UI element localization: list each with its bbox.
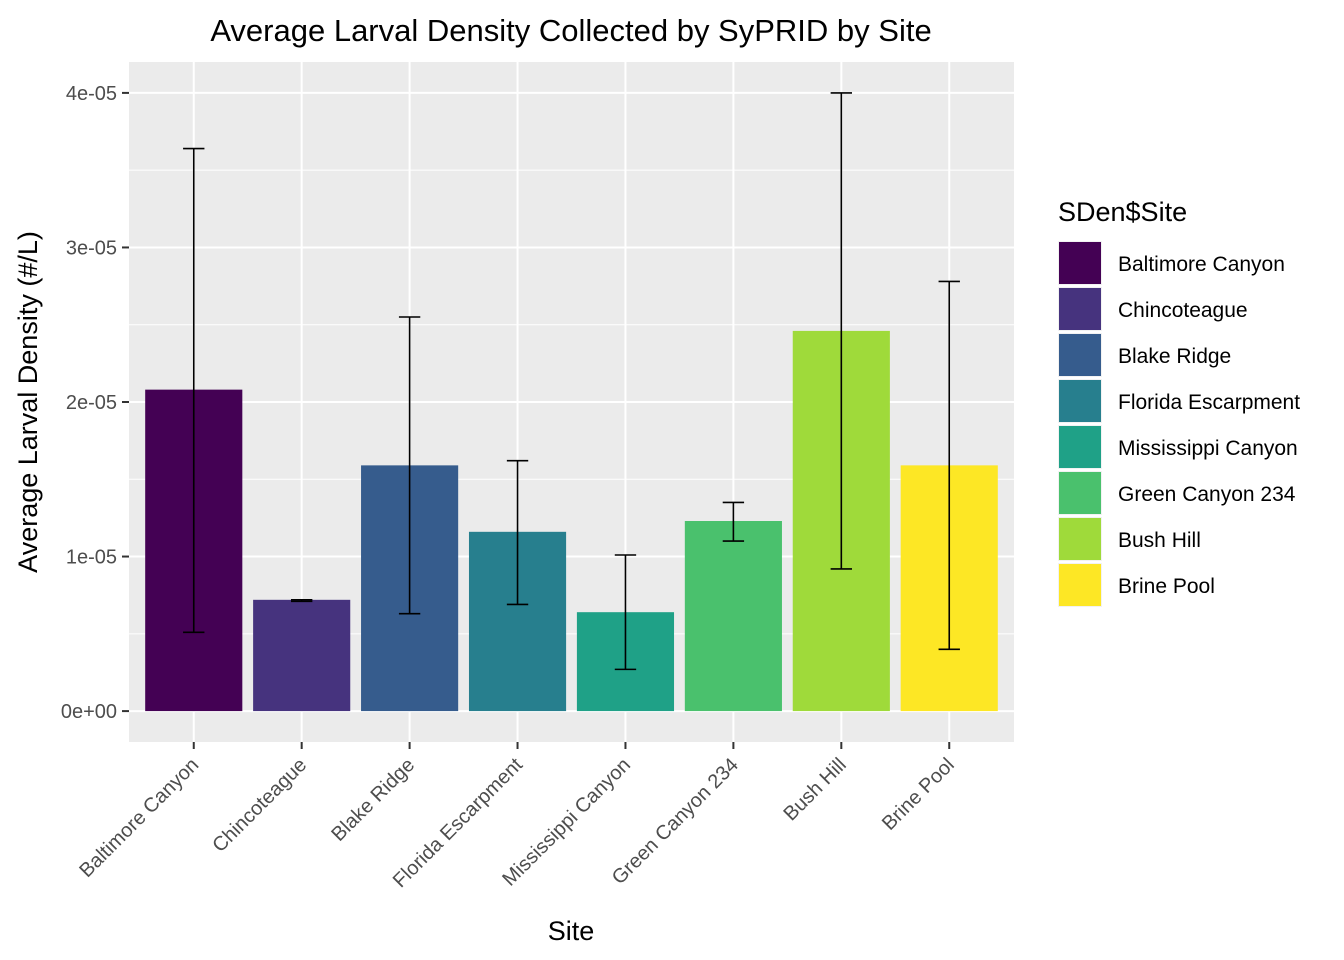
legend: SDen$Site Baltimore Canyon Chincoteague Bl… xyxy=(1058,197,1300,607)
error-bars xyxy=(183,92,960,671)
legend-key-swatch xyxy=(1059,288,1101,330)
legend-item-5: Mississippi Canyon xyxy=(1058,425,1298,469)
legend-key-swatch xyxy=(1059,564,1101,606)
legend-label: Baltimore Canyon xyxy=(1118,253,1285,276)
y-axis: 0e+00 1e-05 2e-05 3e-05 4e-05 xyxy=(61,83,129,723)
x-tick-label: Chincoteague xyxy=(208,754,311,857)
legend-label: Blake Ridge xyxy=(1118,345,1231,368)
bars xyxy=(145,330,998,712)
y-axis-title: Average Larval Density (#/L) xyxy=(13,231,43,573)
legend-item-1: Baltimore Canyon xyxy=(1058,241,1285,285)
legend-label: Bush Hill xyxy=(1118,529,1201,552)
error-bar-8 xyxy=(938,280,960,651)
legend-title: SDen$Site xyxy=(1058,197,1187,227)
legend-item-3: Blake Ridge xyxy=(1058,333,1231,377)
legend-item-2: Chincoteague xyxy=(1058,287,1248,331)
error-bar-1 xyxy=(183,147,205,634)
y-tick-label: 3e-05 xyxy=(66,237,117,259)
x-tick-label: Bush Hill xyxy=(779,754,850,825)
error-bar-5 xyxy=(614,554,637,671)
x-axis: Baltimore Canyon Chincoteague Blake RidgeF… xyxy=(75,742,959,892)
error-bar-6 xyxy=(722,501,745,542)
legend-key-swatch xyxy=(1059,518,1101,560)
legend-key-swatch xyxy=(1059,380,1101,422)
legend-label: Green Canyon 234 xyxy=(1118,483,1296,506)
legend-key-swatch xyxy=(1059,426,1101,468)
legend-label: Florida Escarpment xyxy=(1118,391,1300,414)
x-tick-label: Brine Pool xyxy=(878,754,959,835)
legend-item-6: Green Canyon 234 xyxy=(1058,471,1296,515)
bar-2 xyxy=(253,599,351,712)
x-tick-label: Blake Ridge xyxy=(327,754,419,846)
y-tick-label: 2e-05 xyxy=(66,392,117,414)
bar-6 xyxy=(684,521,782,712)
legend-key-swatch xyxy=(1059,242,1101,284)
legend-key-swatch xyxy=(1059,472,1101,514)
x-tick-label: Baltimore Canyon xyxy=(75,754,203,882)
error-bar-2 xyxy=(290,599,313,603)
error-bar-7 xyxy=(830,92,853,570)
y-tick-label: 4e-05 xyxy=(66,83,117,105)
legend-label: Chincoteague xyxy=(1118,299,1248,322)
x-axis-title: Site xyxy=(548,916,595,946)
y-tick-label: 1e-05 xyxy=(66,547,117,569)
legend-item-4: Florida Escarpment xyxy=(1058,379,1300,423)
y-tick-label: 0e+00 xyxy=(61,701,117,723)
legend-item-7: Bush Hill xyxy=(1058,517,1201,561)
error-bar-4 xyxy=(506,459,529,606)
legend-label: Mississippi Canyon xyxy=(1118,437,1298,460)
legend-item-8: Brine Pool xyxy=(1058,563,1215,607)
legend-label: Brine Pool xyxy=(1118,575,1215,598)
legend-key-swatch xyxy=(1059,334,1101,376)
chart-title: Average Larval Density Collected by SyPR… xyxy=(210,13,931,48)
error-bar-3 xyxy=(398,316,421,615)
